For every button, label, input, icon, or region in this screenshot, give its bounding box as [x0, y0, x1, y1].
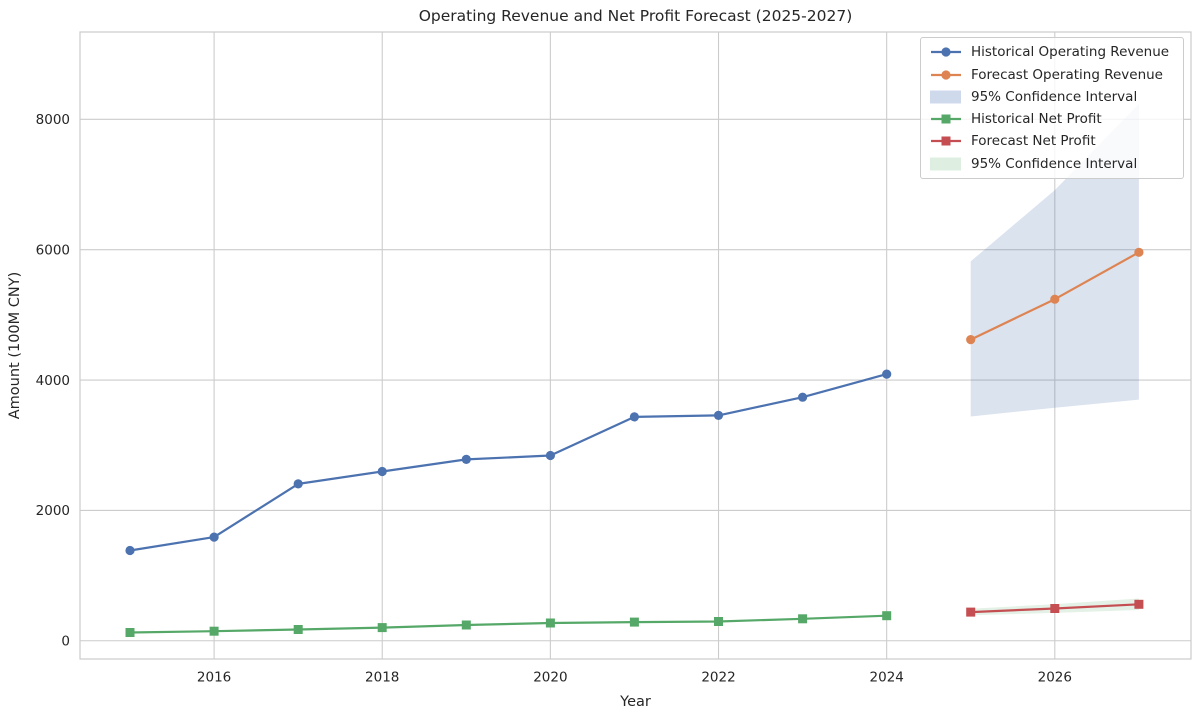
legend-line-icon [931, 114, 961, 124]
legend-item-95-confidence-interval: 95% Confidence Interval [930, 86, 1174, 108]
marker-historical-net-profit [377, 623, 387, 633]
marker-historical-operating-revenue [461, 454, 471, 464]
marker-historical-operating-revenue [629, 412, 640, 422]
marker-historical-net-profit [714, 617, 723, 626]
x-axis-label: Year [619, 694, 651, 710]
y-tick-label: 8000 [36, 112, 70, 128]
circle-marker-swatch [941, 69, 951, 80]
patch-swatch [930, 157, 961, 171]
circle-marker-swatch [941, 47, 951, 57]
marker-historical-operating-revenue [882, 369, 892, 379]
legend-label: Forecast Operating Revenue [971, 66, 1163, 83]
marker-historical-net-profit [882, 611, 892, 621]
marker-historical-operating-revenue [713, 410, 724, 420]
marker-forecast-net-profit [1050, 604, 1060, 613]
legend-line-icon [931, 47, 961, 57]
x-tick-label: 2016 [197, 670, 231, 686]
legend-line-icon [931, 69, 961, 80]
marker-historical-operating-revenue [377, 466, 387, 477]
legend-line-icon [931, 136, 961, 146]
legend-patch-icon [930, 90, 961, 104]
legend-item-95-confidence-interval: 95% Confidence Interval [930, 153, 1174, 175]
x-tick-label: 2024 [870, 670, 904, 686]
square-marker-swatch [941, 114, 951, 124]
square-marker-swatch [941, 136, 951, 146]
chart-title: Operating Revenue and Net Profit Forecas… [419, 7, 853, 25]
legend-item-forecast-operating-revenue: Forecast Operating Revenue [930, 64, 1174, 86]
marker-forecast-operating-revenue [1134, 247, 1144, 257]
tick-label-layer: 2016 2018 2020 2022 2024 2026 0 2000 4000 6000 800… [36, 112, 1072, 685]
x-tick-label: 2018 [365, 670, 399, 686]
legend-label: Historical Net Profit [971, 111, 1102, 128]
patch-swatch [930, 90, 961, 104]
legend-label: 95% Confidence Interval [971, 155, 1138, 172]
marker-historical-net-profit [629, 617, 639, 627]
marker-historical-net-profit [125, 628, 135, 637]
x-tick-label: 2022 [701, 670, 735, 686]
marker-forecast-operating-revenue [1050, 294, 1060, 304]
legend-item-historical-operating-revenue: Historical Operating Revenue [930, 41, 1174, 63]
marker-historical-net-profit [461, 620, 471, 630]
line-historical-net-profit [129, 614, 887, 634]
marker-historical-operating-revenue [798, 392, 808, 402]
y-tick-label: 6000 [36, 243, 70, 259]
marker-historical-operating-revenue [209, 532, 219, 542]
legend-item-forecast-net-profit: Forecast Net Profit [930, 130, 1174, 152]
marker-historical-net-profit [545, 618, 555, 628]
line-historical-operating-revenue [129, 373, 887, 552]
marker-historical-net-profit [293, 625, 303, 634]
legend-label: 95% Confidence Interval [971, 88, 1138, 105]
legend-item-historical-net-profit: Historical Net Profit [930, 108, 1174, 130]
marker-historical-operating-revenue [125, 545, 135, 556]
marker-forecast-net-profit [1134, 599, 1144, 609]
confidence-band-forecast-operating-revenue [970, 104, 1139, 417]
series-layer [125, 247, 1144, 637]
marker-historical-operating-revenue [545, 450, 556, 461]
y-tick-label: 4000 [36, 373, 70, 389]
legend-label: Forecast Net Profit [971, 133, 1096, 150]
marker-historical-operating-revenue [293, 479, 303, 489]
plot-border [79, 31, 1192, 660]
legend-label: Historical Operating Revenue [971, 44, 1170, 61]
y-tick-label: 0 [61, 634, 70, 650]
marker-forecast-operating-revenue [966, 335, 976, 345]
y-tick-label: 2000 [36, 503, 70, 519]
x-tick-label: 2020 [533, 670, 567, 686]
legend: Historical Operating Revenue Forecast Ope… [920, 37, 1184, 179]
legend-patch-icon [930, 157, 961, 171]
x-tick-label: 2026 [1038, 670, 1072, 686]
y-axis-label: Amount (100M CNY) [7, 272, 23, 420]
marker-historical-net-profit [209, 626, 219, 636]
marker-forecast-net-profit [966, 607, 976, 617]
marker-historical-net-profit [798, 614, 808, 624]
